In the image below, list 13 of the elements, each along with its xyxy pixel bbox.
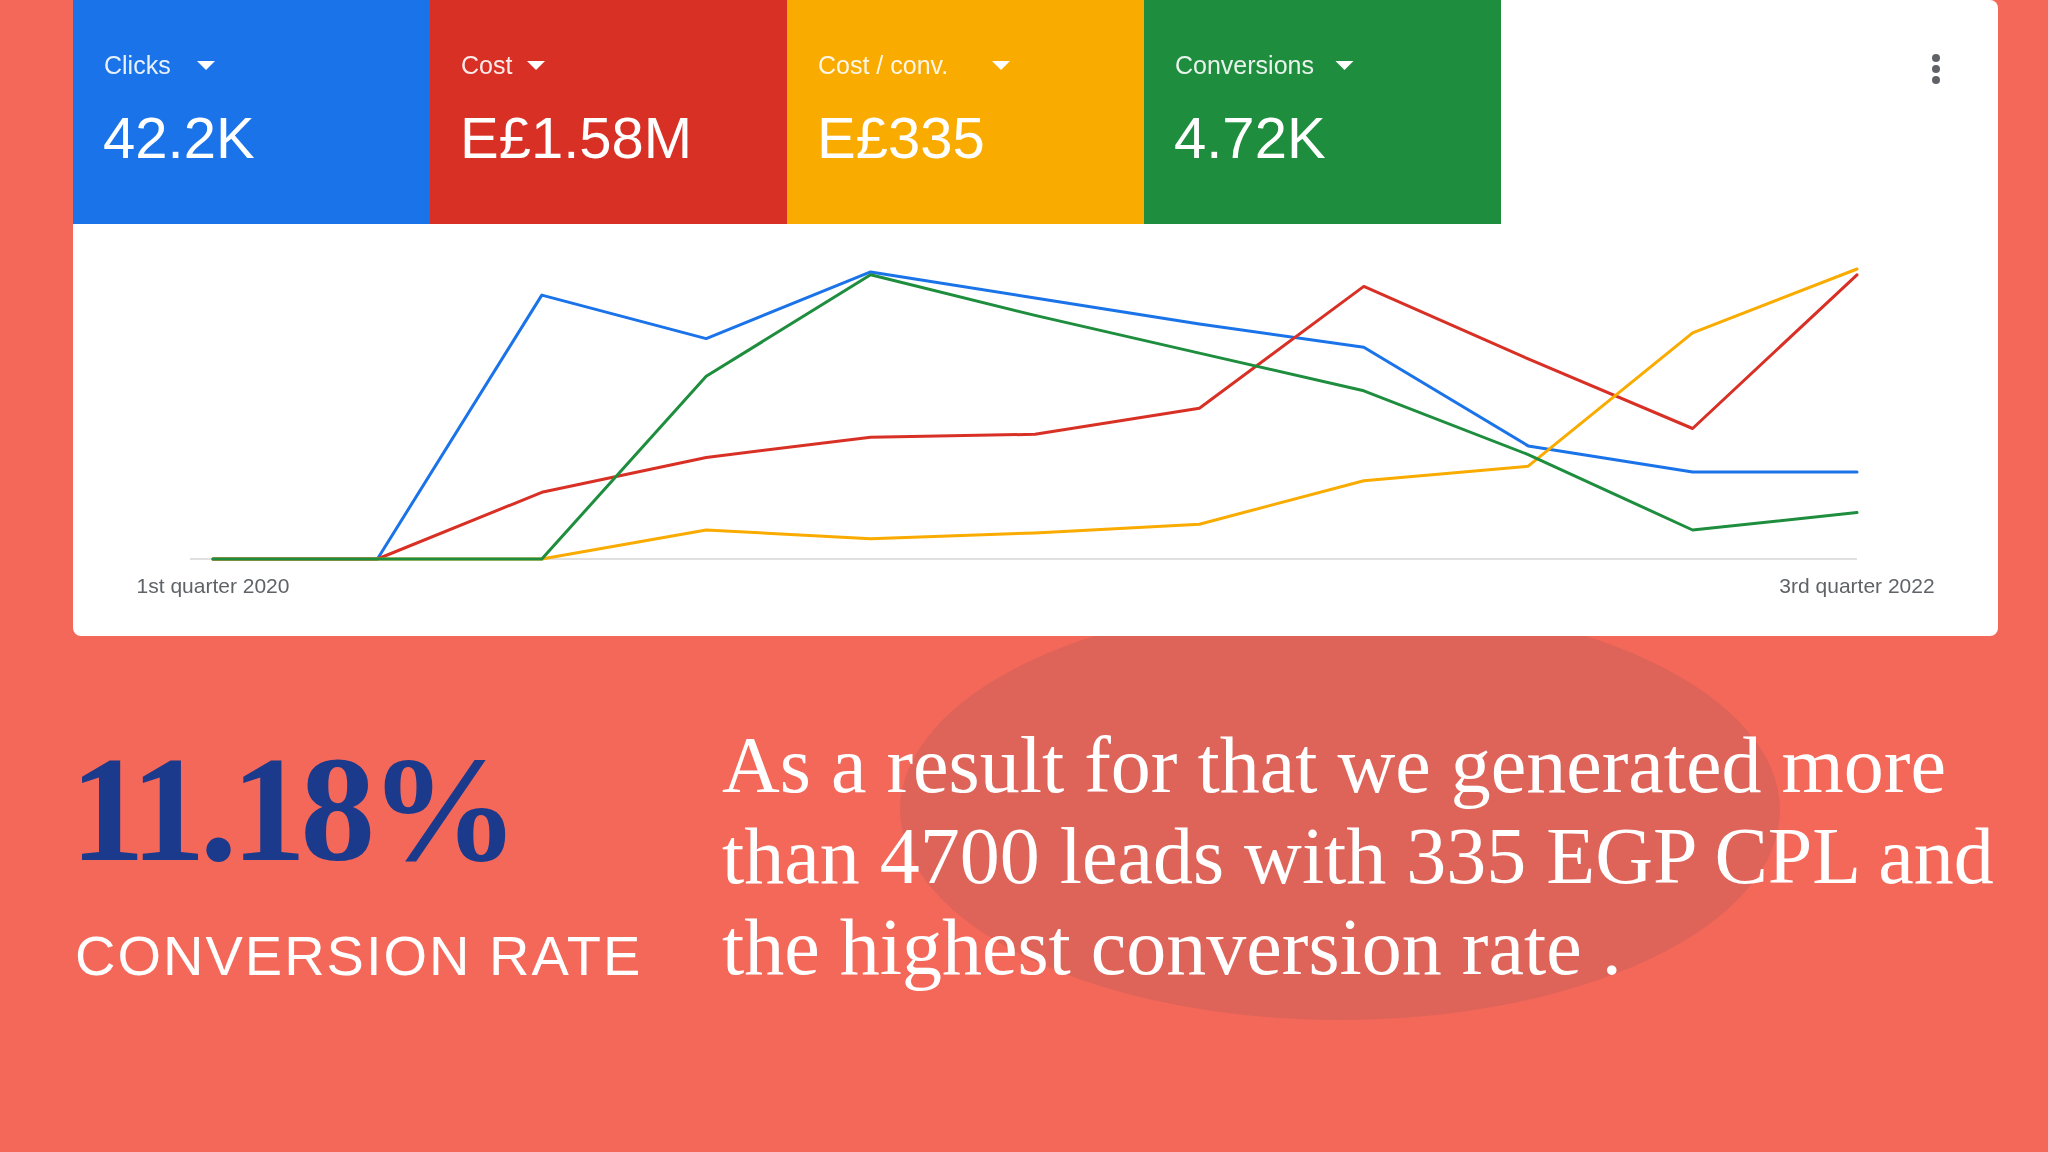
- text: 42.2K: [103, 105, 255, 170]
- text: E£335: [817, 105, 985, 170]
- text: Cost: [461, 51, 513, 79]
- text: Conversions: [1175, 51, 1314, 79]
- text: CONVERSION RATE: [75, 924, 643, 987]
- x-tick-label: 3rd quarter 2022: [1779, 574, 1935, 597]
- text: Cost / conv.: [818, 51, 949, 79]
- text: E£1.58M: [460, 105, 693, 170]
- text: 11.18%: [70, 726, 514, 892]
- x-tick-label: 1st quarter 2020: [136, 574, 290, 597]
- text: As a result for that we generated more than 4700 leads with 335 EGP CPL and the highest conversion rate .: [722, 720, 1995, 993]
- text: Clicks: [104, 51, 171, 79]
- text: 4.72K: [1174, 105, 1326, 170]
